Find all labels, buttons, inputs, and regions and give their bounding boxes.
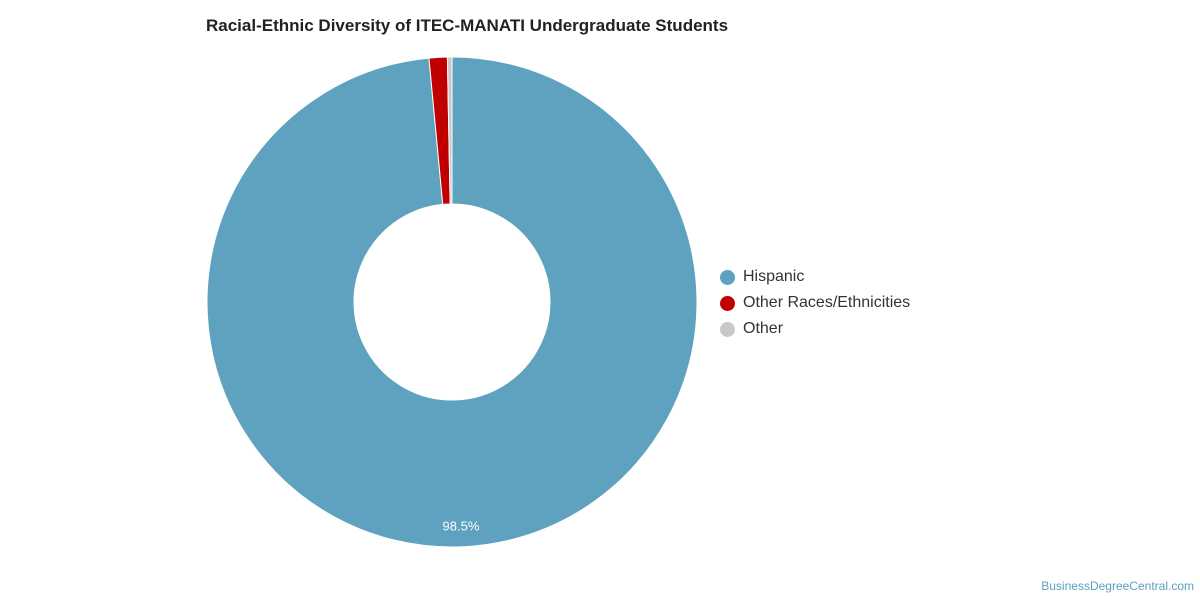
- legend-swatch: [720, 321, 735, 337]
- legend-swatch: [720, 295, 735, 311]
- legend-item-other-races[interactable]: Other Races/Ethnicities: [720, 292, 910, 314]
- legend-item-other[interactable]: Other: [720, 318, 910, 340]
- legend: Hispanic Other Races/Ethnicities Other: [720, 266, 910, 340]
- slice-other[interactable]: [446, 56, 453, 205]
- slice-hispanic[interactable]: [206, 56, 698, 548]
- data-label: 98.5%: [443, 518, 480, 533]
- legend-label: Other: [743, 320, 784, 337]
- legend-item-hispanic[interactable]: Hispanic: [720, 266, 910, 288]
- source-credit[interactable]: BusinessDegreeCentral.com: [1041, 579, 1194, 593]
- legend-label: Hispanic: [743, 268, 805, 285]
- chart-title: Racial-Ethnic Diversity of ITEC-MANATI U…: [206, 16, 729, 35]
- legend-label: Other Races/Ethnicities: [743, 294, 911, 311]
- legend-swatch: [720, 269, 735, 285]
